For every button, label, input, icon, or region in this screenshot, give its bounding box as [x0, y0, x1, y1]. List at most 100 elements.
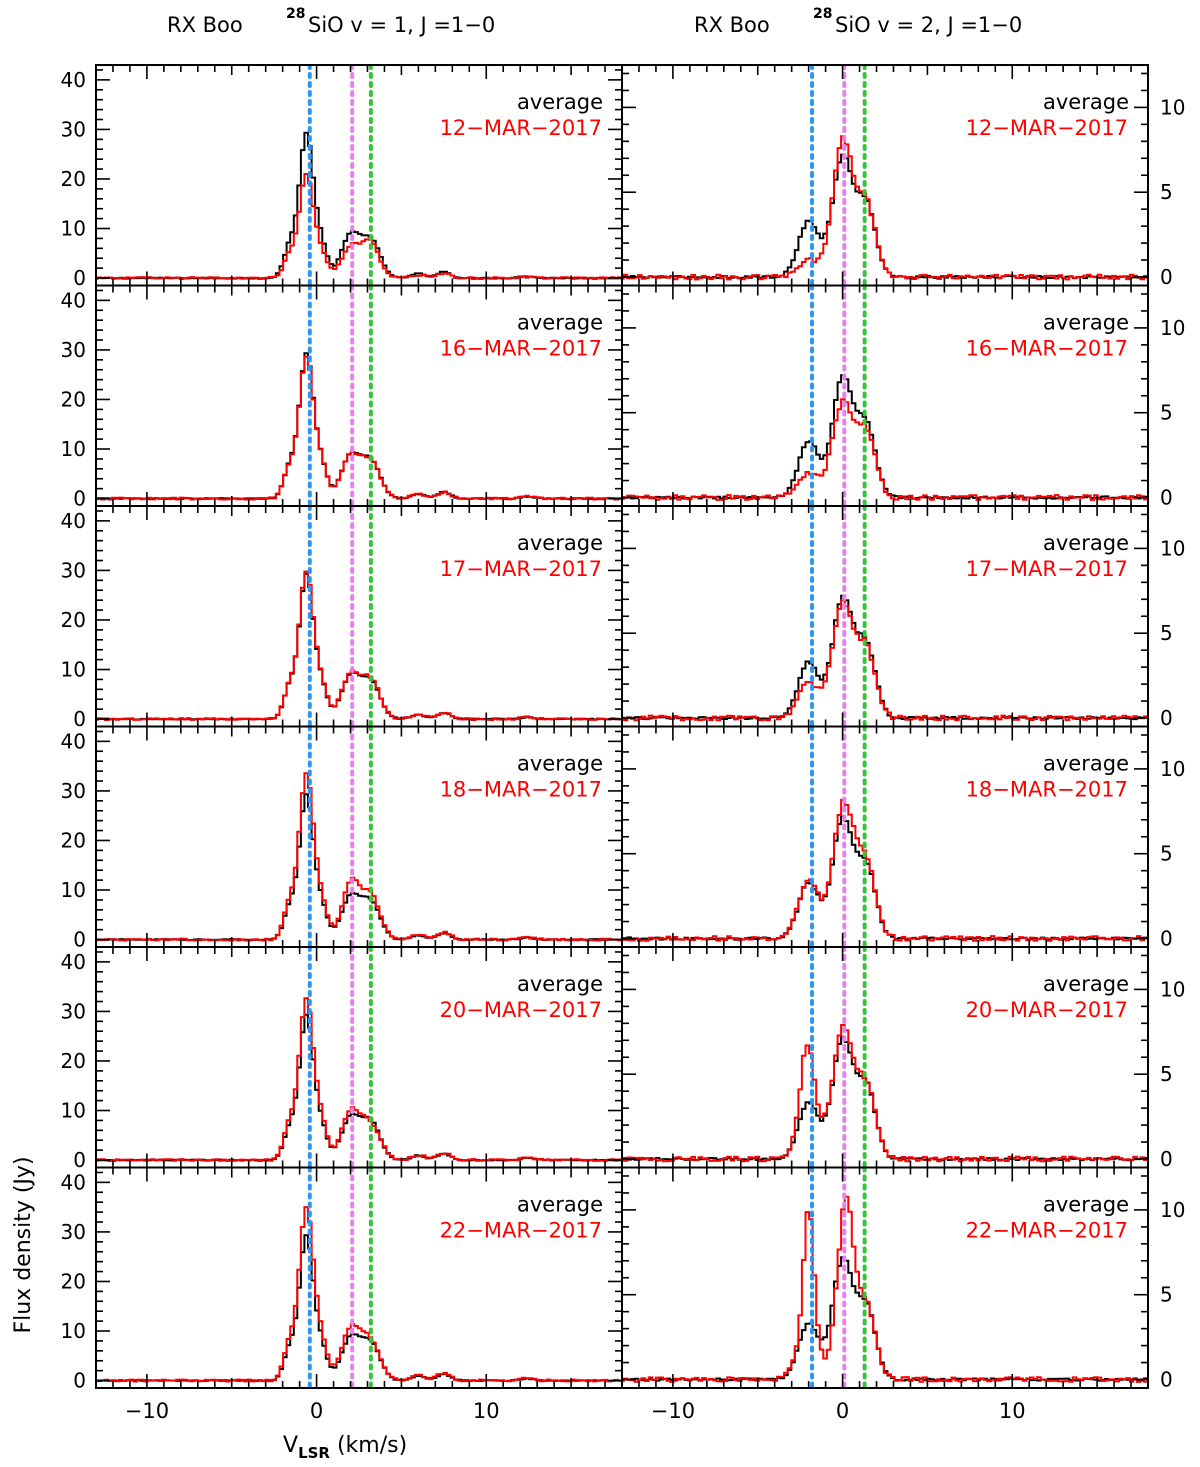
- plot-area: [622, 65, 1148, 286]
- y-tick-label: 30: [61, 999, 86, 1023]
- y-tick-label: 5: [1160, 1062, 1173, 1086]
- y-axis-label: Flux density (Jy): [11, 1156, 36, 1333]
- y-tick-label: 10: [1160, 757, 1185, 781]
- y-tick-label: 0: [1160, 1147, 1173, 1171]
- legend-date: 22−MAR−2017: [966, 1219, 1128, 1243]
- x-tick-label: 10: [999, 1399, 1026, 1423]
- series-epoch-line: [96, 997, 622, 1162]
- legend-date: 17−MAR−2017: [440, 557, 602, 581]
- x-ticks: [95, 726, 623, 947]
- y-tick-label: 10: [1160, 316, 1185, 340]
- plot-area: [622, 726, 1148, 947]
- y-tick-label: 20: [61, 608, 86, 632]
- x-axis-label-subscript: LSR: [298, 1444, 330, 1462]
- y-tick-label: 40: [61, 509, 86, 533]
- y-tick-label: 10: [61, 1099, 86, 1123]
- legend-date: 18−MAR−2017: [966, 778, 1128, 802]
- y-tick-label: 10: [61, 878, 86, 902]
- y-tick-label: 20: [61, 1049, 86, 1073]
- legend-average: average: [517, 972, 603, 996]
- y-tick-label: 40: [61, 288, 86, 312]
- legend-average: average: [1043, 972, 1129, 996]
- series-average-line: [96, 352, 622, 500]
- title-transition: SiO v = 2, J =1−0: [835, 13, 1022, 37]
- y-ticks: [622, 293, 1148, 499]
- y-tick-label: 20: [61, 387, 86, 411]
- y-ticks: [622, 72, 1148, 278]
- y-tick-label: 40: [61, 68, 86, 92]
- y-tick-label: 10: [61, 658, 86, 682]
- y-tick-label: 0: [73, 928, 86, 952]
- y-tick-label: 10: [1160, 95, 1185, 119]
- x-ticks: [95, 506, 623, 727]
- series-average-line: [96, 131, 622, 280]
- y-tick-label: 5: [1160, 621, 1173, 645]
- y-ticks: [622, 734, 1148, 940]
- y-tick-label: 30: [61, 779, 86, 803]
- y-ticks: [622, 1175, 1148, 1381]
- y-tick-label: 40: [61, 729, 86, 753]
- x-axis-label: VLSR (km/s): [283, 1433, 407, 1462]
- legend-date: 17−MAR−2017: [966, 557, 1128, 581]
- y-tick-label: 0: [73, 1148, 86, 1172]
- y-tick-label: 20: [61, 167, 86, 191]
- legend-average: average: [1043, 90, 1129, 114]
- y-tick-label: 0: [73, 1369, 86, 1393]
- x-axis-label-unit: (km/s): [330, 1433, 407, 1458]
- x-tick-label: −10: [651, 1399, 695, 1423]
- y-ticks: [622, 513, 1148, 719]
- y-ticks: [96, 730, 622, 941]
- y-tick-label: 0: [73, 487, 86, 511]
- y-ticks: [96, 951, 622, 1161]
- series-average-line: [96, 1234, 622, 1382]
- legend-date: 20−MAR−2017: [440, 998, 602, 1022]
- y-axis-label-group: Flux density (Jy): [11, 1156, 36, 1333]
- legend-date: 20−MAR−2017: [966, 998, 1128, 1022]
- series-epoch-line: [622, 599, 1148, 722]
- series-epoch-line: [622, 135, 1148, 281]
- series-epoch-line: [96, 173, 622, 280]
- x-ticks: [95, 947, 623, 1168]
- x-tick-label: 10: [473, 1399, 500, 1423]
- x-axis: −10 0 10 −10 0 10 VLSR (km/s): [125, 1399, 1026, 1462]
- y-ticks: [96, 69, 622, 279]
- plot-area: [622, 506, 1148, 727]
- y-tick-label: 30: [61, 1220, 86, 1244]
- x-tick-label: 0: [310, 1399, 323, 1423]
- legend-date: 12−MAR−2017: [440, 116, 602, 140]
- series-average-line: [96, 572, 622, 721]
- plot-area: [622, 1167, 1148, 1388]
- plot-area: [622, 285, 1148, 506]
- x-tick-label: −10: [125, 1399, 169, 1423]
- y-tick-label: 0: [1160, 486, 1173, 510]
- legend-average: average: [517, 90, 603, 114]
- y-ticks: [622, 954, 1148, 1160]
- legend-date: 22−MAR−2017: [440, 1219, 602, 1243]
- y-tick-label: 20: [61, 828, 86, 852]
- legend-date: 18−MAR−2017: [440, 778, 602, 802]
- x-ticks: [95, 65, 623, 286]
- x-ticks: [621, 65, 1149, 286]
- y-tick-label: 10: [1160, 977, 1185, 1001]
- y-ticks: [96, 1171, 622, 1382]
- series-epoch-line: [622, 798, 1148, 942]
- y-tick-label: 0: [1160, 265, 1173, 289]
- legend-average: average: [517, 752, 603, 776]
- legend-date: 16−MAR−2017: [966, 337, 1128, 361]
- legend-average: average: [1043, 531, 1129, 555]
- series-epoch-line: [622, 398, 1148, 501]
- plot-area: [96, 1167, 622, 1388]
- column-title-1: RX Boo 28 SiO v = 1, J =1−0: [167, 6, 495, 37]
- y-tick-label: 5: [1160, 842, 1173, 866]
- x-ticks: [95, 1167, 623, 1388]
- legend-average: average: [1043, 311, 1129, 335]
- plot-area: [96, 506, 622, 727]
- plot-area: [96, 726, 622, 947]
- title-transition: SiO v = 1, J =1−0: [308, 13, 495, 37]
- plot-area: [96, 65, 622, 286]
- x-ticks: [621, 726, 1149, 947]
